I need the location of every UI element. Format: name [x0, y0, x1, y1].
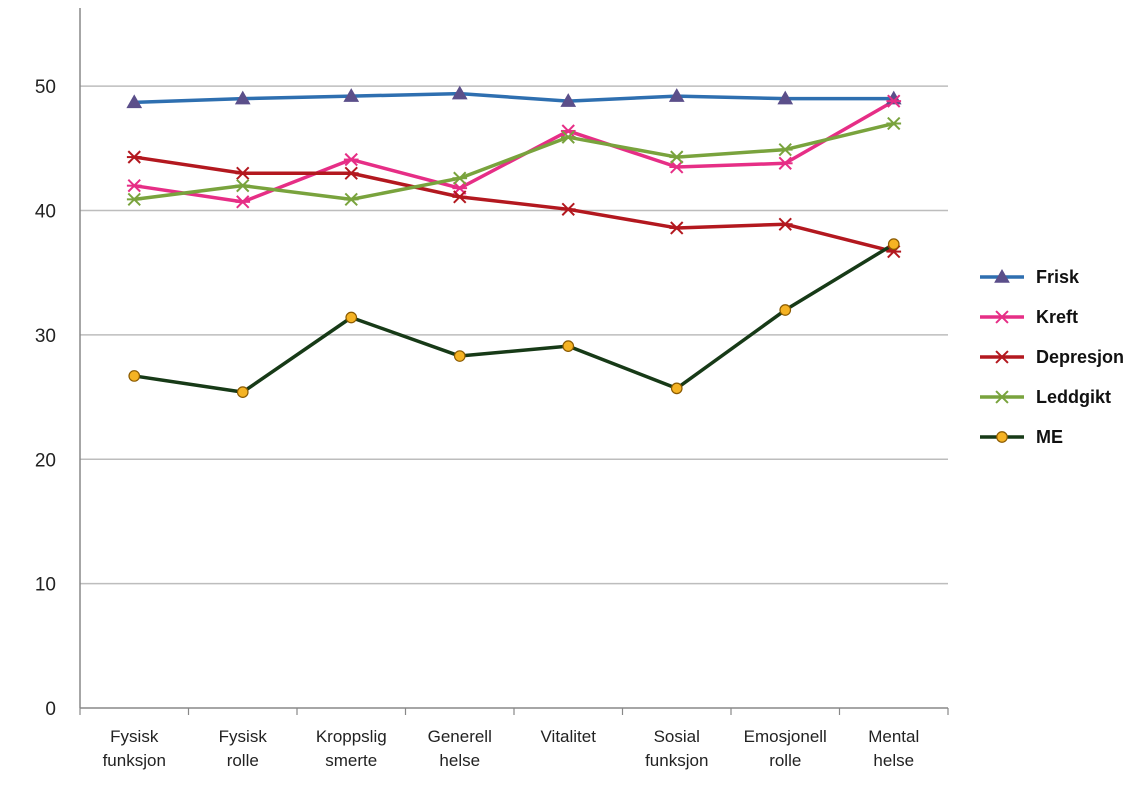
- legend-item-frisk: Frisk: [980, 267, 1080, 287]
- data-point-frisk: [343, 88, 360, 102]
- legend-item-me: ME: [980, 427, 1063, 447]
- data-point-kreft: [669, 160, 685, 174]
- data-point-leddgikt: [669, 150, 685, 164]
- data-point-frisk: [777, 90, 794, 105]
- legend-item-kreft: Kreft: [980, 307, 1078, 327]
- x-tick-label: Mental helse: [868, 727, 919, 770]
- series-markers: [126, 85, 902, 398]
- data-point-depresjon: [669, 221, 685, 235]
- y-tick-label: 20: [35, 450, 56, 471]
- legend-marker: [994, 268, 1010, 283]
- y-tick-label: 30: [35, 326, 56, 347]
- data-point-depresjon: [235, 166, 251, 180]
- y-tick-label: 10: [35, 575, 56, 596]
- data-point-kreft: [343, 152, 359, 167]
- x-tick-label-line: Fysisk: [110, 727, 159, 746]
- data-point-leddgikt: [560, 130, 576, 144]
- x-tick-label: Kroppslig smerte: [316, 727, 387, 770]
- legend-item-depresjon: Depresjon: [980, 347, 1124, 367]
- y-tick-label: 0: [45, 699, 56, 720]
- x-axis-ticks: Fysisk funksjon Fysisk rolle Kroppslig smerte…: [79, 708, 949, 770]
- legend-label: Depresjon: [1036, 347, 1124, 367]
- x-tick-label-line: Kroppslig: [316, 727, 387, 746]
- x-tick-label-line: helse: [439, 751, 480, 770]
- data-point-depresjon: [343, 166, 359, 180]
- series-line-leddgikt: [134, 121, 895, 202]
- data-point-kreft: [777, 156, 793, 170]
- data-point-me: [887, 238, 900, 250]
- data-point-depresjon: [777, 217, 793, 231]
- legend-item-leddgikt: Leddgikt: [980, 387, 1111, 407]
- data-point-leddgikt: [886, 116, 902, 131]
- x-tick-label: Vitalitet: [541, 727, 597, 746]
- data-point-depresjon: [560, 202, 576, 216]
- series-line-frisk: [134, 91, 894, 105]
- x-tick-label: Generell helse: [428, 727, 492, 770]
- data-point-me: [128, 370, 141, 382]
- series-line-me: [133, 242, 895, 394]
- data-point-frisk: [451, 85, 468, 100]
- legend-label: Kreft: [1036, 307, 1078, 327]
- x-tick-label-line: helse: [873, 751, 914, 770]
- series-lines: [133, 91, 895, 394]
- data-point-leddgikt: [777, 142, 793, 157]
- x-tick-label: Emosjonell rolle: [744, 727, 827, 770]
- x-tick-label-line: Sosial: [654, 727, 700, 746]
- data-point-frisk: [668, 88, 685, 102]
- data-point-me: [345, 311, 358, 324]
- x-tick-label-line: funksjon: [645, 751, 708, 770]
- legend-marker: [994, 350, 1010, 364]
- x-tick-label: Sosial funksjon: [645, 727, 708, 770]
- legend-marker: [994, 390, 1010, 404]
- x-tick-label-line: Fysisk: [219, 727, 268, 746]
- x-tick-label-line: Vitalitet: [541, 727, 597, 746]
- x-tick-label-line: rolle: [769, 751, 801, 770]
- data-point-frisk: [560, 93, 577, 107]
- data-point-frisk: [126, 94, 143, 109]
- grid: [80, 85, 948, 585]
- data-point-me: [670, 382, 683, 395]
- data-point-leddgikt: [452, 171, 468, 185]
- series-line-depresjon: [133, 155, 895, 254]
- x-tick-label-line: rolle: [227, 751, 259, 770]
- legend-marker: [994, 310, 1010, 324]
- legend-label: ME: [1036, 427, 1063, 447]
- x-tick-label-line: Generell: [428, 727, 492, 746]
- data-point-me: [562, 340, 575, 352]
- x-tick-label: Fysisk rolle: [219, 727, 268, 770]
- data-point-kreft: [126, 179, 142, 193]
- data-point-leddgikt: [343, 192, 359, 207]
- x-tick-label-line: smerte: [325, 751, 377, 770]
- data-point-me: [236, 386, 249, 398]
- x-tick-label: Fysisk funksjon: [103, 727, 166, 770]
- legend-marker: [996, 431, 1008, 443]
- data-point-me: [453, 350, 466, 362]
- data-point-leddgikt: [235, 179, 251, 193]
- data-point-depresjon: [452, 190, 468, 204]
- y-axis-ticks: 0 10 20 30 40 50: [35, 77, 56, 720]
- x-tick-label-line: Emosjonell: [744, 727, 827, 746]
- legend: Frisk Kreft Depresjon Leddgikt ME: [980, 267, 1124, 447]
- data-point-me: [779, 304, 792, 316]
- legend-label: Frisk: [1036, 267, 1080, 287]
- y-tick-label: 40: [35, 202, 56, 223]
- data-point-kreft: [235, 195, 251, 209]
- data-point-depresjon: [126, 150, 142, 164]
- x-tick-label-line: Mental: [868, 727, 919, 746]
- y-tick-label: 50: [35, 77, 56, 98]
- x-tick-label-line: funksjon: [103, 751, 166, 770]
- data-point-leddgikt: [126, 192, 142, 207]
- legend-label: Leddgikt: [1036, 387, 1111, 407]
- data-point-kreft: [886, 94, 902, 108]
- data-point-frisk: [234, 90, 251, 105]
